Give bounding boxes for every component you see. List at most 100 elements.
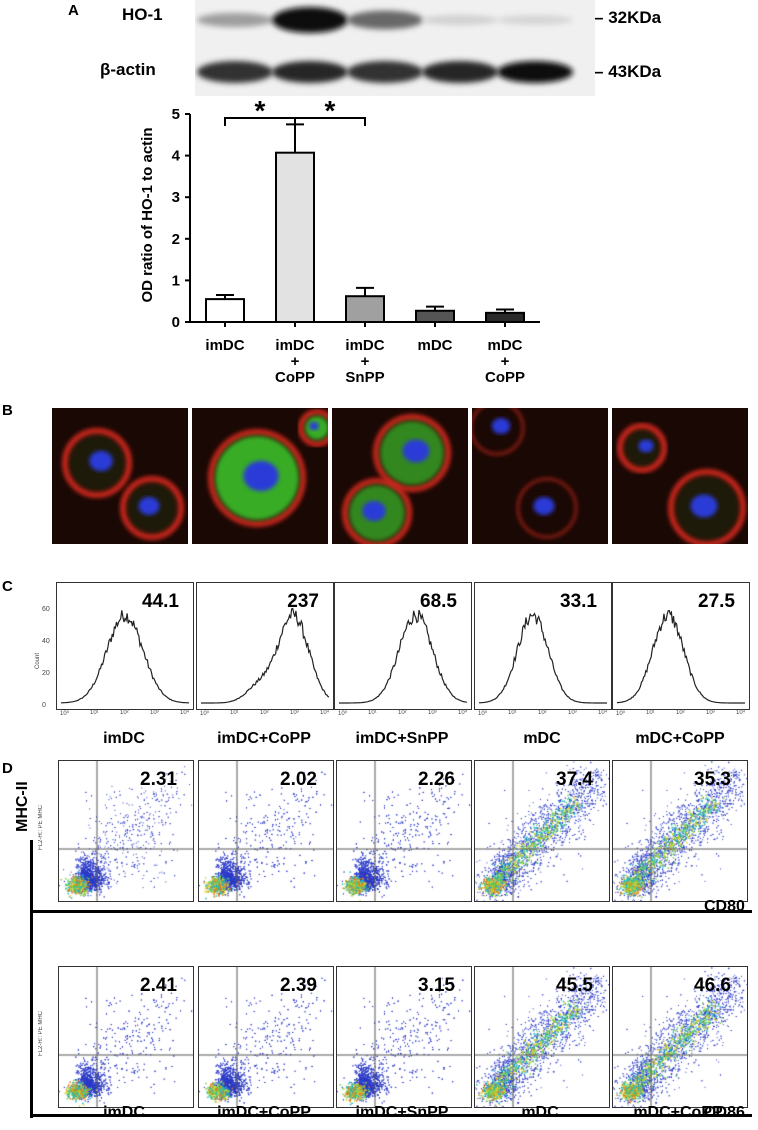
histogram-4: 27.5 (612, 582, 750, 710)
quadrant-percentage: 35.3 (694, 769, 731, 790)
dot-plot-cd86-3: 45.5 (474, 966, 610, 1108)
flow-condition-label: imDC (103, 1104, 145, 1121)
micrograph-3 (472, 408, 608, 544)
x-tick-label: 10⁴ (180, 710, 190, 716)
micrograph-2 (332, 408, 468, 544)
x-tick-label: + (501, 353, 510, 370)
flow-condition-label: mDC+CoPP (633, 1104, 723, 1121)
bar (345, 295, 385, 323)
x-tick-label: 10⁴ (320, 710, 330, 716)
membrane-stain (373, 414, 451, 492)
y-axis-label: Count (35, 652, 42, 670)
mfi-value: 33.1 (560, 591, 597, 612)
y-tick-label: 0 (42, 702, 46, 709)
quadrant-percentage: 46.6 (694, 975, 731, 996)
membrane-stain (62, 428, 132, 498)
flow-condition-label: mDC (521, 1104, 559, 1121)
membrane-stain (517, 478, 577, 538)
x-tick-label: 10² (120, 710, 129, 716)
x-tick-label: 10³ (568, 710, 577, 716)
x-tick-label: + (291, 353, 300, 370)
mfi-value: 27.5 (698, 591, 735, 612)
x-tick-label: 10⁴ (736, 710, 746, 716)
dot-plot-cd80-3: 37.4 (474, 760, 610, 902)
wb-band-actin-4 (497, 61, 573, 83)
wb-band-ho1-4 (497, 15, 573, 25)
quadrant-percentage: 45.5 (556, 975, 593, 996)
mfi-value: 237 (287, 591, 319, 612)
membrane-stain (342, 478, 412, 544)
panel-label-b: B (2, 402, 13, 419)
histogram-curve (478, 612, 608, 704)
bar (205, 298, 245, 323)
x-tick-label: mDC (417, 337, 452, 354)
x-tick-label: 10¹ (230, 710, 239, 716)
histogram-curve (616, 609, 746, 704)
flow-frame-vertical (30, 840, 33, 1118)
nucleus-stain (243, 460, 279, 492)
x-tick-label: 10⁰ (338, 711, 348, 717)
flow-frame-bottom (30, 1114, 752, 1117)
y-tick-label: 5 (172, 106, 180, 123)
dot-plot-cd86-0: 2.41 (58, 966, 194, 1108)
y-tick-label: 3 (172, 189, 180, 206)
x-tick-label: imDC (205, 337, 244, 354)
x-tick-label: 10¹ (646, 710, 655, 716)
x-tick-label: 10¹ (508, 710, 517, 716)
dot-plot-canvas (199, 967, 333, 1107)
mfi-value: 44.1 (142, 591, 179, 612)
x-tick-label: + (361, 353, 370, 370)
y-tick-label: 1 (172, 272, 180, 289)
panel-label-c: C (2, 578, 13, 595)
dot-plot-canvas (337, 967, 471, 1107)
histogram-0: 44.1 (56, 582, 194, 710)
x-tick-label: CoPP (485, 369, 525, 386)
y-axis-label: OD ratio of HO-1 to actin (139, 127, 156, 302)
micrograph-4 (612, 408, 748, 544)
significance-star: * (255, 100, 266, 126)
panel-label-d: D (2, 760, 13, 777)
wb-band-ho1-1 (272, 7, 348, 33)
x-tick-label: imDC (345, 337, 384, 354)
nucleus-stain (362, 500, 386, 522)
bar (275, 151, 315, 323)
wb-band-actin-1 (272, 61, 348, 83)
x-tick-label: 10² (260, 710, 269, 716)
x-tick-label: SnPP (345, 369, 384, 386)
x-tick-label: imDC (275, 337, 314, 354)
dot-plot-cd86-1: 2.39 (198, 966, 334, 1108)
histogram-curve (338, 609, 468, 704)
membrane-stain (472, 408, 524, 455)
x-tick-label: 10² (676, 710, 685, 716)
flow-condition-label: imDC+SnPP (355, 1104, 449, 1121)
dot-plot-canvas (59, 967, 193, 1107)
wb-band-ho1-2 (347, 10, 423, 30)
nucleus-stain (491, 418, 511, 434)
x-tick-label: 10¹ (368, 710, 377, 716)
wb-protein-actin: β-actin (100, 60, 156, 79)
wb-size-actin: – 43KDa (594, 62, 662, 81)
significance-star: * (325, 100, 336, 126)
histogram-curve (60, 610, 190, 704)
x-tick-label: 10⁴ (598, 710, 608, 716)
y-tick-label: 2 (172, 231, 180, 248)
y-tick-label: 40 (42, 638, 50, 645)
significance-bracket (294, 117, 366, 126)
wb-protein-ho1: HO-1 (122, 5, 163, 24)
nucleus-stain (308, 421, 320, 431)
mfi-value: 68.5 (420, 591, 457, 612)
histogram-curve (200, 607, 330, 704)
ho1-od-ratio-bar-chart: OD ratio of HO-1 to actin 0 1 2 3 4 5 imDC imDC… (139, 100, 540, 386)
membrane-stain (208, 429, 306, 527)
x-tick-label: 10⁰ (60, 711, 70, 717)
western-blot (195, 0, 595, 96)
x-tick-label: CoPP (275, 369, 315, 386)
y-tick-label: 4 (172, 148, 181, 165)
quadrant-percentage: 2.31 (140, 769, 177, 790)
micrograph-1 (192, 408, 328, 544)
dot-plot-canvas (613, 761, 747, 901)
micrograph-0 (52, 408, 188, 544)
cd86-axis-label: CD86 (704, 1104, 745, 1121)
wb-band-actin-2 (347, 61, 423, 83)
dot-plot-canvas (199, 761, 333, 901)
